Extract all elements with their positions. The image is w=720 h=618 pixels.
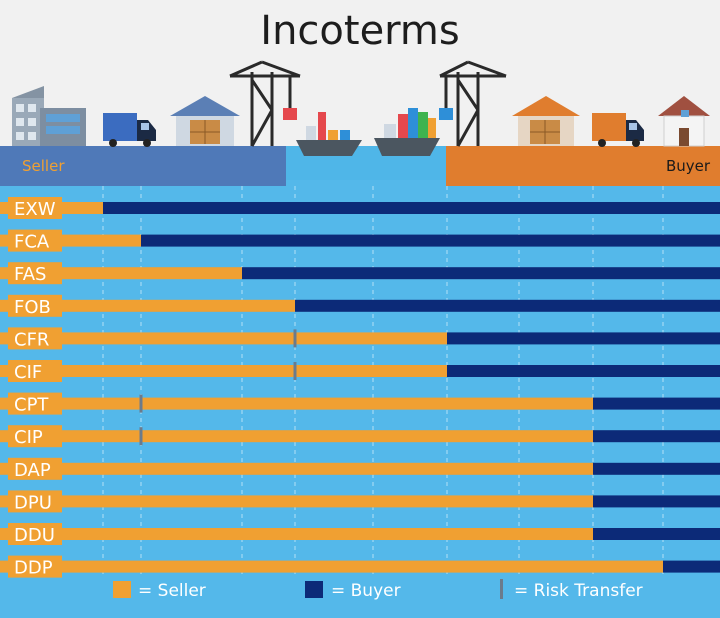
seller-bar: [0, 299, 295, 312]
term-label-pill: [8, 262, 62, 285]
term-label-pill: [8, 392, 62, 415]
incoterm-row-cif: CIF: [0, 360, 720, 383]
term-label-pill: [8, 523, 62, 545]
incoterm-row-ddp: DDP: [0, 555, 720, 579]
seller-bar: [0, 495, 593, 508]
seller-bar: [0, 430, 593, 443]
crane-icon: [229, 60, 301, 147]
term-code: DPU: [14, 492, 52, 513]
cargo-ship-icon: [374, 108, 440, 156]
seller-bar: [0, 365, 447, 377]
seller-bar: [0, 560, 663, 573]
term-label-pill: [8, 360, 62, 382]
risk-transfer-marker: [139, 427, 143, 446]
buyer-bar: [593, 528, 720, 540]
buyer-bar: [593, 397, 720, 410]
seller-bar: [0, 528, 593, 540]
incoterm-row-dap: DAP: [0, 457, 720, 481]
term-label-pill: [8, 490, 62, 513]
term-label-pill: [8, 197, 62, 219]
truck-icon: [592, 113, 644, 147]
buyer-bar: [141, 234, 720, 247]
seller-bar: [0, 397, 593, 410]
stage-grid: [102, 186, 664, 574]
seller-bar: [0, 332, 447, 345]
incoterm-row-cfr: CFR: [0, 327, 720, 350]
legend: = Seller = Buyer = Risk Transfer: [113, 579, 643, 601]
risk-transfer-marker: [293, 362, 297, 380]
house-icon: [658, 96, 710, 147]
buyer-bar: [295, 299, 720, 312]
term-code: FCA: [14, 232, 50, 253]
incoterm-row-fca: FCA: [0, 229, 720, 253]
term-code: CPT: [14, 395, 49, 416]
buyer-bar: [663, 560, 720, 573]
warehouse-icon: [170, 96, 240, 146]
incoterm-row-fas: FAS: [0, 262, 720, 285]
incoterm-row-cpt: CPT: [0, 392, 720, 416]
buyer-bar: [593, 462, 720, 475]
seller-bar: [0, 462, 593, 475]
buyer-bar: [103, 202, 720, 214]
term-code: FOB: [14, 297, 51, 318]
term-label-pill: [8, 294, 62, 317]
office-building-icon: [12, 86, 86, 146]
term-label-pill: [8, 229, 62, 252]
cargo-ship-icon: [296, 112, 362, 156]
legend-risk-label: = Risk Transfer: [514, 581, 643, 601]
buyer-bar: [593, 495, 720, 508]
truck-icon: [103, 113, 156, 147]
incoterm-row-dpu: DPU: [0, 490, 720, 513]
risk-transfer-marker: [293, 329, 297, 348]
term-label-pill: [8, 457, 62, 480]
term-code: DAP: [14, 460, 51, 481]
seller-label: Seller: [22, 157, 65, 175]
legend-risk-swatch: [500, 579, 503, 599]
term-code: CFR: [14, 329, 49, 350]
legend-buyer-label: = Buyer: [331, 581, 401, 601]
term-code: CIF: [14, 362, 42, 383]
buyer-bar: [242, 267, 720, 280]
risk-transfer-marker: [139, 394, 143, 413]
warehouse-icon: [512, 96, 580, 146]
term-code: FAS: [14, 264, 46, 285]
page-title: Incoterms: [260, 8, 460, 54]
crane-icon: [439, 60, 507, 147]
incoterm-rows: EXW FCA FAS FOB CFR CIF CPT CIP DAP DPU DDU DDP: [0, 197, 720, 579]
buyer-bar: [447, 365, 720, 377]
legend-buyer-swatch: [305, 581, 323, 598]
legend-seller-label: = Seller: [138, 581, 206, 601]
term-code: EXW: [14, 199, 56, 220]
term-code: CIP: [14, 427, 43, 448]
buyer-panel: [446, 146, 720, 186]
incoterm-row-ddu: DDU: [0, 523, 720, 546]
seller-panel: [0, 146, 286, 186]
buyer-label: Buyer: [666, 157, 711, 175]
buyer-bar: [593, 430, 720, 443]
term-label-pill: [8, 555, 62, 578]
incoterm-row-exw: EXW: [0, 197, 720, 220]
incoterm-row-cip: CIP: [0, 425, 720, 448]
legend-seller-swatch: [113, 581, 131, 598]
buyer-bar: [447, 332, 720, 345]
term-code: DDU: [14, 525, 55, 546]
term-label-pill: [8, 425, 62, 448]
term-code: DDP: [14, 558, 53, 579]
term-label-pill: [8, 327, 62, 350]
incoterm-row-fob: FOB: [0, 294, 720, 318]
